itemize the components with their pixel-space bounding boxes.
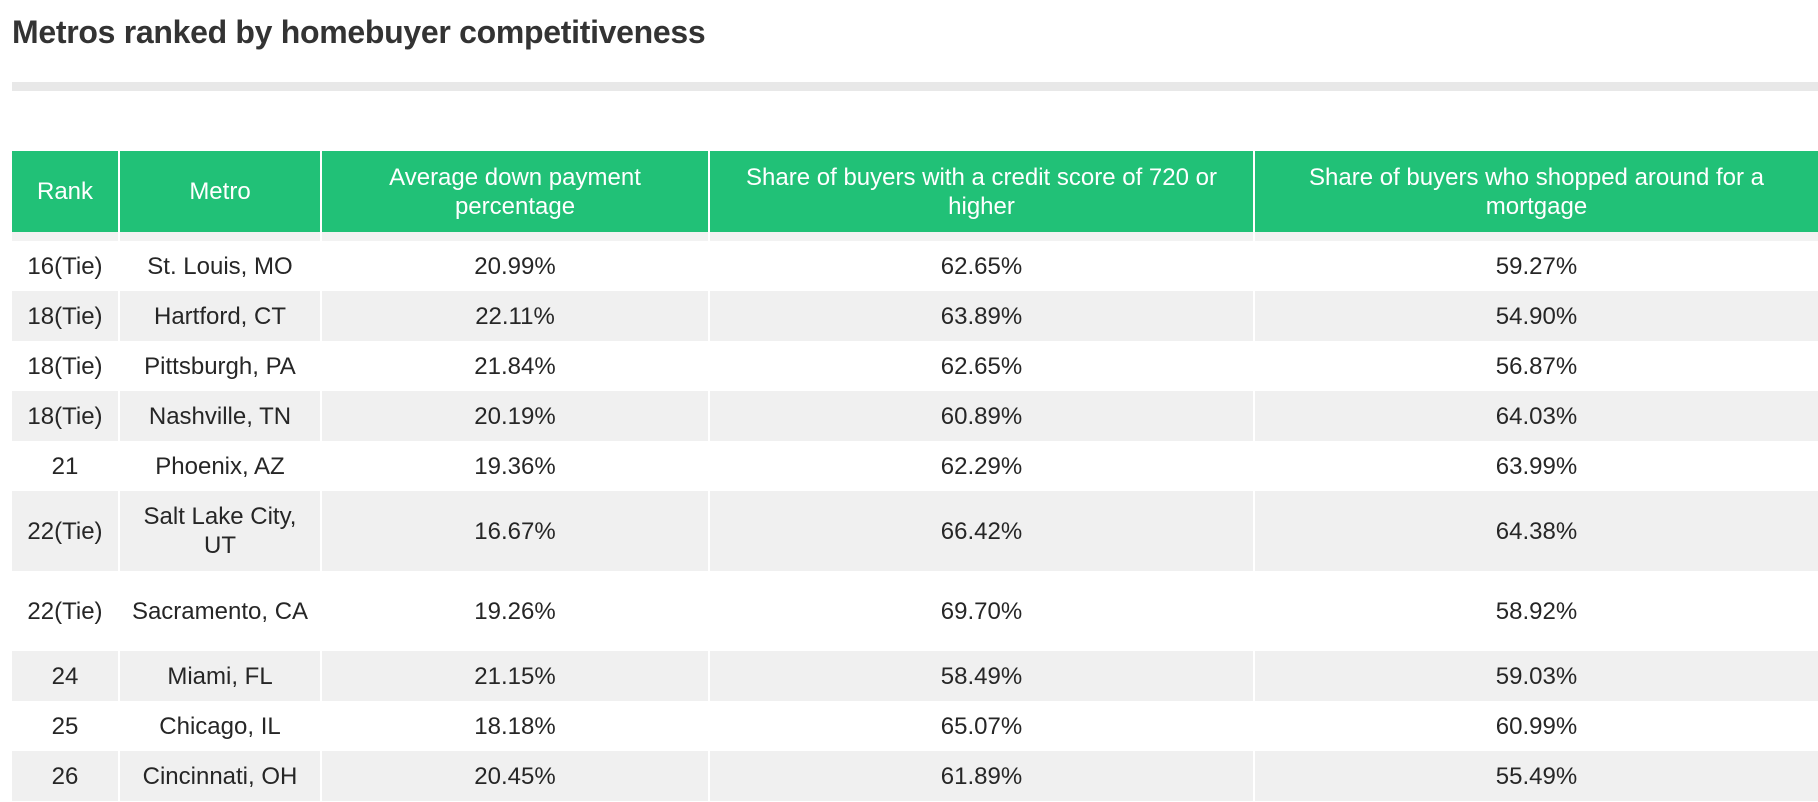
metro-cell: Pittsburgh, PA xyxy=(118,341,320,391)
rank-cell: 24 xyxy=(12,651,118,701)
shopped-around-cell: 54.90% xyxy=(1253,291,1818,341)
down-payment-cell: 19.26% xyxy=(320,571,708,651)
credit-score-cell: 60.89% xyxy=(708,391,1253,441)
page-title: Metros ranked by homebuyer competitivene… xyxy=(12,14,706,50)
down-payment-cell: 19.36% xyxy=(320,441,708,491)
shopped-around-cell: 55.49% xyxy=(1253,751,1818,801)
header-row: Rank Metro Average down payment percenta… xyxy=(12,151,1818,232)
column-header-shopped-around: Share of buyers who shopped around for a… xyxy=(1253,151,1818,232)
shopped-around-cell: 60.99% xyxy=(1253,701,1818,751)
ranking-table: Rank Metro Average down payment percenta… xyxy=(12,151,1818,801)
table-body: 16(Tie) St. Louis, MO 20.99% 62.65% 59.27% 18… xyxy=(12,241,1818,801)
rank-cell: 18(Tie) xyxy=(12,341,118,391)
column-header-down-payment: Average down payment percentage xyxy=(320,151,708,232)
down-payment-cell: 16.67% xyxy=(320,491,708,571)
header-spacer-cell xyxy=(12,232,118,241)
table-row: 25 Chicago, IL 18.18% 65.07% 60.99% xyxy=(12,701,1818,751)
column-header-rank: Rank xyxy=(12,151,118,232)
rank-cell: 22(Tie) xyxy=(12,571,118,651)
table-row: 24 Miami, FL 21.15% 58.49% 59.03% xyxy=(12,651,1818,701)
down-payment-cell: 21.15% xyxy=(320,651,708,701)
rank-cell: 25 xyxy=(12,701,118,751)
header-spacer-cell xyxy=(1253,232,1818,241)
metro-cell: Sacramento, CA xyxy=(118,571,320,651)
table-row: 22(Tie) Sacramento, CA 19.26% 69.70% 58.92% xyxy=(12,571,1818,651)
down-payment-cell: 21.84% xyxy=(320,341,708,391)
title-divider xyxy=(12,82,1818,91)
column-header-credit-score: Share of buyers with a credit score of 7… xyxy=(708,151,1253,232)
credit-score-cell: 65.07% xyxy=(708,701,1253,751)
credit-score-cell: 63.89% xyxy=(708,291,1253,341)
table-row: 18(Tie) Nashville, TN 20.19% 60.89% 64.03% xyxy=(12,391,1818,441)
credit-score-cell: 58.49% xyxy=(708,651,1253,701)
credit-score-cell: 61.89% xyxy=(708,751,1253,801)
shopped-around-cell: 56.87% xyxy=(1253,341,1818,391)
credit-score-cell: 62.65% xyxy=(708,341,1253,391)
metro-cell: Phoenix, AZ xyxy=(118,441,320,491)
down-payment-cell: 18.18% xyxy=(320,701,708,751)
rank-cell: 26 xyxy=(12,751,118,801)
table-row: 21 Phoenix, AZ 19.36% 62.29% 63.99% xyxy=(12,441,1818,491)
shopped-around-cell: 64.03% xyxy=(1253,391,1818,441)
metro-cell: Miami, FL xyxy=(118,651,320,701)
header-spacer-cell xyxy=(118,232,320,241)
metro-cell: Salt Lake City, UT xyxy=(118,491,320,571)
header-spacer-cell xyxy=(708,232,1253,241)
metro-cell: Hartford, CT xyxy=(118,291,320,341)
shopped-around-cell: 58.92% xyxy=(1253,571,1818,651)
table-row: 22(Tie) Salt Lake City, UT 16.67% 66.42% 64.… xyxy=(12,491,1818,571)
down-payment-cell: 22.11% xyxy=(320,291,708,341)
metro-cell: Chicago, IL xyxy=(118,701,320,751)
credit-score-cell: 66.42% xyxy=(708,491,1253,571)
down-payment-cell: 20.99% xyxy=(320,241,708,291)
metro-cell: Nashville, TN xyxy=(118,391,320,441)
column-header-metro: Metro xyxy=(118,151,320,232)
shopped-around-cell: 64.38% xyxy=(1253,491,1818,571)
metro-cell: Cincinnati, OH xyxy=(118,751,320,801)
credit-score-cell: 62.65% xyxy=(708,241,1253,291)
rank-cell: 22(Tie) xyxy=(12,491,118,571)
table-row: 26 Cincinnati, OH 20.45% 61.89% 55.49% xyxy=(12,751,1818,801)
rank-cell: 16(Tie) xyxy=(12,241,118,291)
table-row: 16(Tie) St. Louis, MO 20.99% 62.65% 59.27% xyxy=(12,241,1818,291)
metro-cell: St. Louis, MO xyxy=(118,241,320,291)
credit-score-cell: 69.70% xyxy=(708,571,1253,651)
header-spacer-cell xyxy=(320,232,708,241)
rank-cell: 18(Tie) xyxy=(12,391,118,441)
rank-cell: 21 xyxy=(12,441,118,491)
table-header: Rank Metro Average down payment percenta… xyxy=(12,151,1818,241)
shopped-around-cell: 59.03% xyxy=(1253,651,1818,701)
shopped-around-cell: 59.27% xyxy=(1253,241,1818,291)
table-row: 18(Tie) Hartford, CT 22.11% 63.89% 54.90% xyxy=(12,291,1818,341)
table-row: 18(Tie) Pittsburgh, PA 21.84% 62.65% 56.87% xyxy=(12,341,1818,391)
credit-score-cell: 62.29% xyxy=(708,441,1253,491)
down-payment-cell: 20.19% xyxy=(320,391,708,441)
header-spacer xyxy=(12,232,1818,241)
rank-cell: 18(Tie) xyxy=(12,291,118,341)
shopped-around-cell: 63.99% xyxy=(1253,441,1818,491)
down-payment-cell: 20.45% xyxy=(320,751,708,801)
